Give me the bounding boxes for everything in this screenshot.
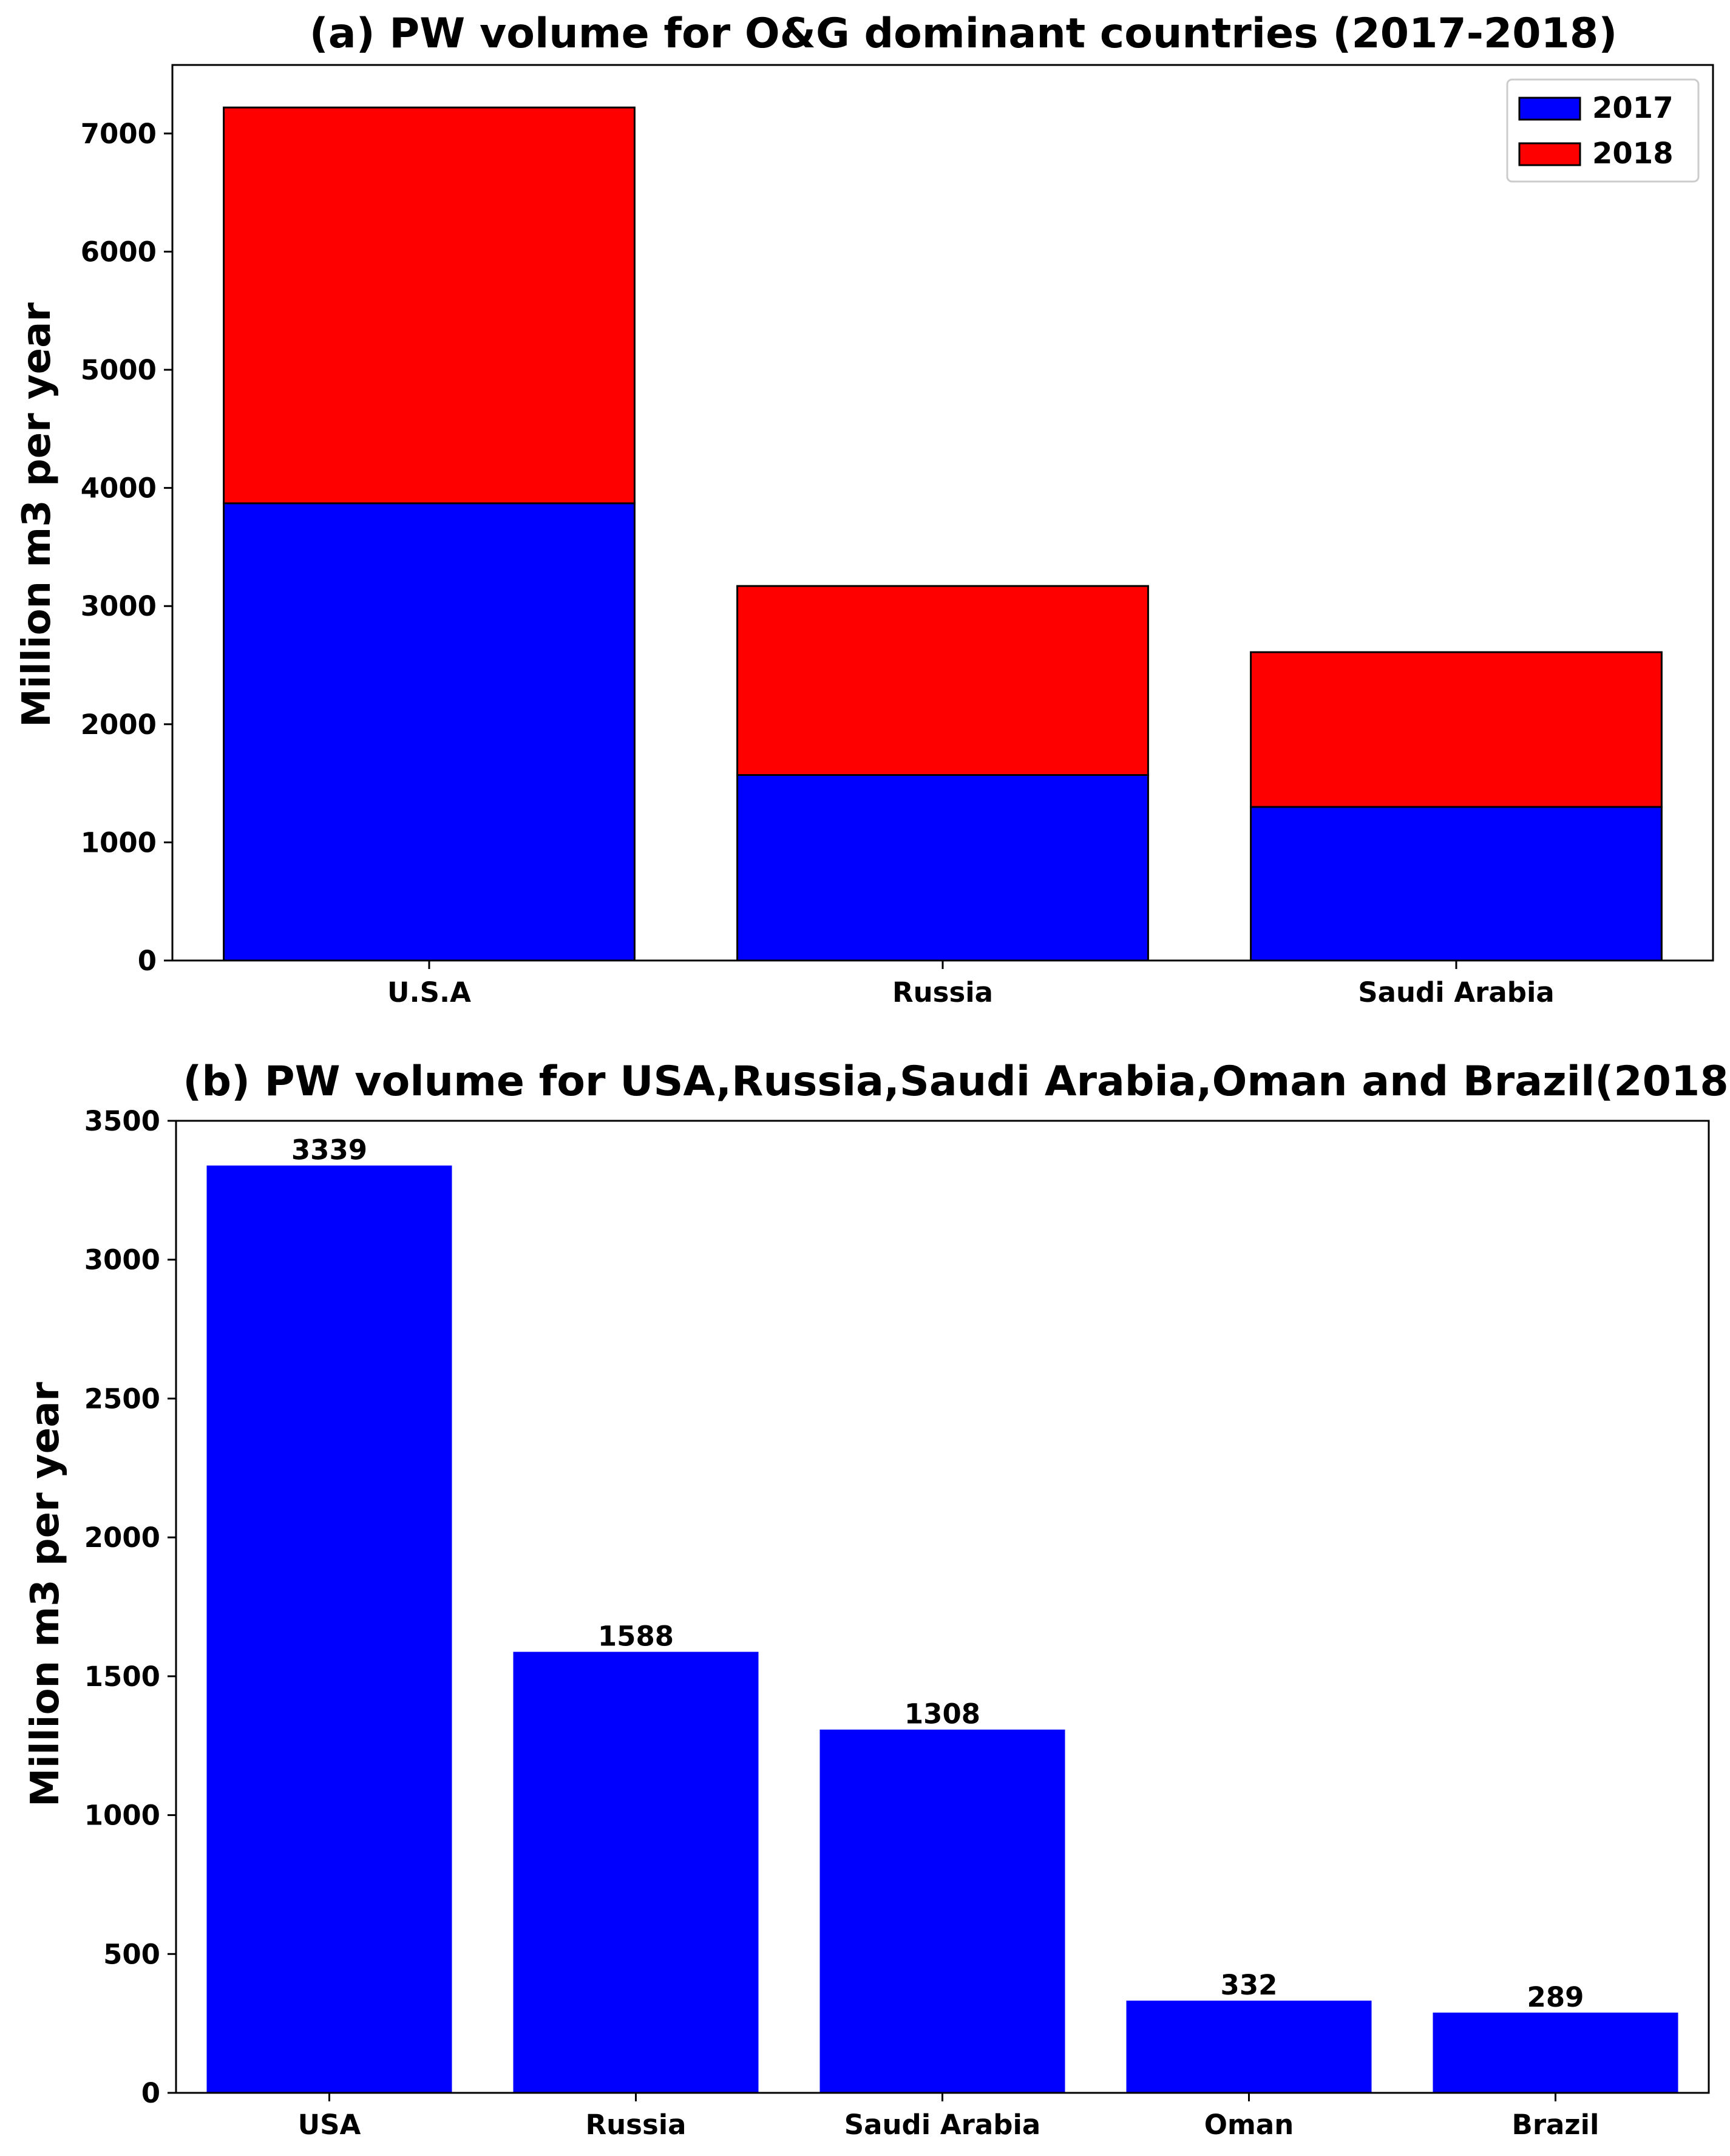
chart-b-data-label-usa: 3339 xyxy=(291,1134,367,1166)
chart-b-data-label-oman: 332 xyxy=(1221,1969,1278,2001)
chart-a-bar-u-s-a-2018 xyxy=(224,107,635,503)
chart-a-y-tick-label-4000: 4000 xyxy=(81,472,157,505)
chart-b-y-tick-label-0: 0 xyxy=(141,2077,160,2109)
chart-b-bar-brazil xyxy=(1433,2013,1678,2093)
chart-a-y-tick-label-0: 0 xyxy=(138,945,157,977)
chart-b-bar-russia xyxy=(514,1652,759,2093)
chart-b-x-tick-label-saudi-arabia: Saudi Arabia xyxy=(844,2109,1041,2141)
chart-a-bar-saudi-arabia-2018 xyxy=(1251,652,1662,807)
chart-a-legend-swatch-2017 xyxy=(1519,98,1580,120)
chart-b: (b) PW volume for USA,Russia,Saudi Arabi… xyxy=(23,1058,1730,2141)
chart-b-data-label-brazil: 289 xyxy=(1527,1981,1584,2013)
chart-b-title: (b) PW volume for USA,Russia,Saudi Arabi… xyxy=(183,1058,1730,1106)
chart-b-y-tick-label-3000: 3000 xyxy=(84,1244,160,1276)
chart-a-legend-label-2017: 2017 xyxy=(1592,91,1674,125)
chart-a-y-tick-label-1000: 1000 xyxy=(81,826,157,859)
chart-a-bar-russia-2018 xyxy=(738,586,1148,775)
chart-a-legend: 2017 2018 xyxy=(1507,80,1698,182)
chart-b-x-tick-label-brazil: Brazil xyxy=(1512,2109,1599,2141)
chart-a-y-tick-label-2000: 2000 xyxy=(81,709,157,741)
chart-a-x-tick-label-saudi-arabia: Saudi Arabia xyxy=(1358,976,1555,1008)
chart-b-y-tick-label-2500: 2500 xyxy=(84,1382,160,1415)
chart-b-data-label-russia: 1588 xyxy=(598,1620,674,1653)
chart-b-y-tick-label-1000: 1000 xyxy=(84,1800,160,1832)
chart-b-x-tick-label-russia: Russia xyxy=(585,2109,686,2141)
chart-a-y-tick-label-3000: 3000 xyxy=(81,590,157,622)
chart-a-x-tick-label-u-s-a: U.S.A xyxy=(387,976,471,1008)
chart-a-y-tick-label-6000: 6000 xyxy=(81,236,157,268)
chart-b-y-tick-label-2000: 2000 xyxy=(84,1522,160,1554)
chart-a-bar-saudi-arabia-2017 xyxy=(1251,807,1662,961)
figure: (a) PW volume for O&G dominant countries… xyxy=(0,0,1730,2156)
chart-b-y-tick-label-500: 500 xyxy=(103,1938,160,1970)
chart-b-bars: 3339 1588 1308 332 289 xyxy=(207,1134,1678,2093)
chart-b-x-tick-label-oman: Oman xyxy=(1204,2109,1294,2141)
chart-a-legend-label-2018: 2018 xyxy=(1592,137,1674,171)
chart-b-y-tick-label-1500: 1500 xyxy=(84,1661,160,1693)
chart-a-bars xyxy=(224,107,1662,961)
chart-a: (a) PW volume for O&G dominant countries… xyxy=(15,10,1713,1008)
chart-a-x-tick-label-russia: Russia xyxy=(892,976,993,1008)
chart-b-data-label-saudi-arabia: 1308 xyxy=(904,1698,980,1730)
chart-b-bar-oman xyxy=(1127,2001,1372,2093)
chart-a-bar-u-s-a-2017 xyxy=(224,503,635,961)
chart-b-y-tick-label-3500: 3500 xyxy=(84,1105,160,1137)
chart-b-x-tick-label-usa: USA xyxy=(298,2109,361,2141)
chart-a-bar-russia-2017 xyxy=(738,775,1148,961)
chart-b-bar-usa xyxy=(207,1166,452,2093)
chart-b-y-axis-label: Million m3 per year xyxy=(23,1382,68,1807)
chart-a-y-tick-label-7000: 7000 xyxy=(81,118,157,150)
chart-a-y-tick-label-5000: 5000 xyxy=(81,354,157,386)
chart-a-y-axis-label: Million m3 per year xyxy=(15,302,59,727)
chart-a-title: (a) PW volume for O&G dominant countries… xyxy=(310,10,1618,58)
chart-a-legend-swatch-2018 xyxy=(1519,143,1580,165)
chart-b-bar-saudi-arabia xyxy=(820,1730,1065,2093)
